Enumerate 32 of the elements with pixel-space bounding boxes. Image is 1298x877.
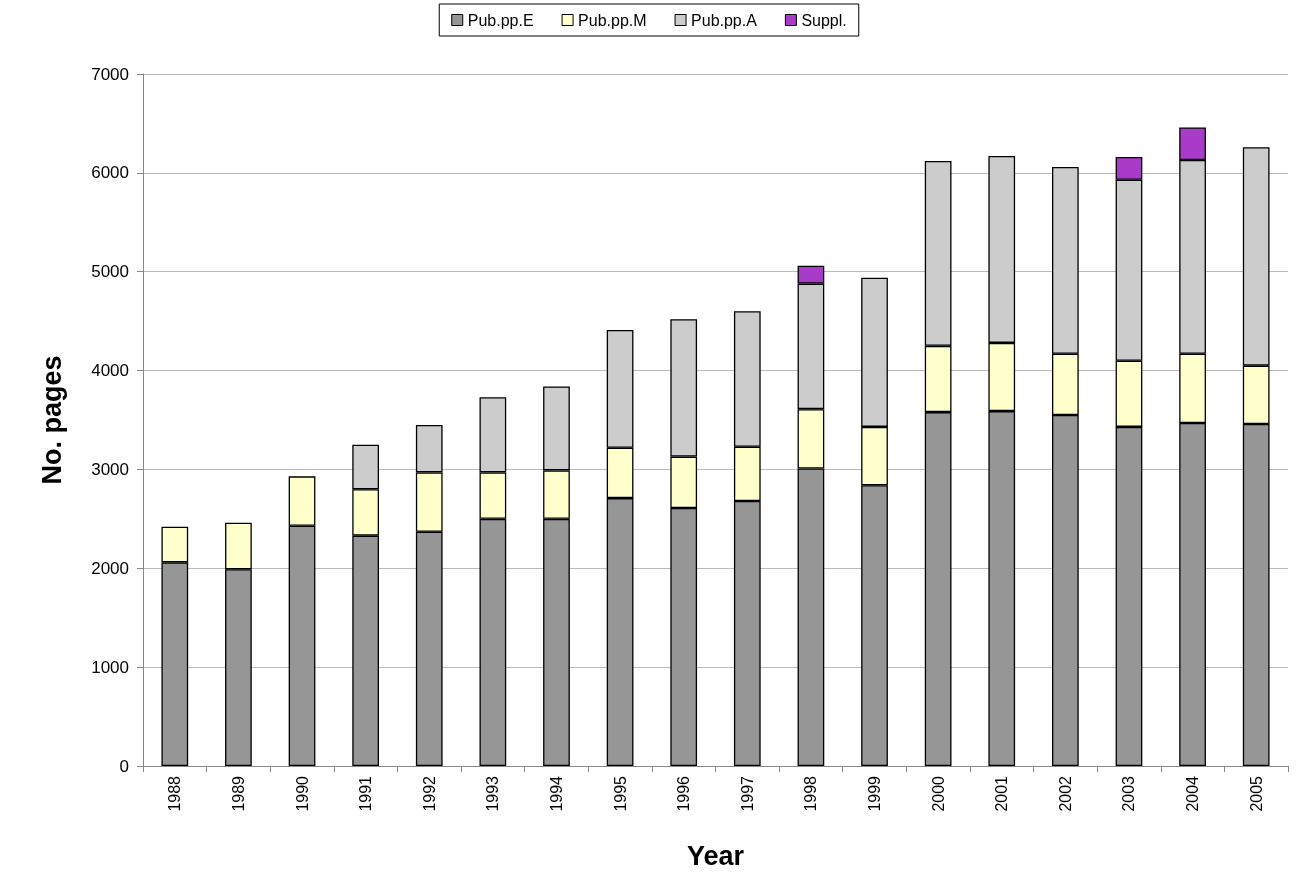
legend-label: Pub.pp.M [578,11,647,29]
y-tick-label: 3000 [91,459,129,479]
x-tick-label: 1988 [166,775,184,812]
x-tick-label: 2000 [929,775,947,812]
y-tick-label: 4000 [91,361,129,381]
x-tick-label: 1999 [866,775,884,812]
x-tick-label: 2005 [1247,775,1265,812]
y-tick-label: 6000 [91,163,129,183]
x-tick-label: 2004 [1184,775,1202,812]
x-tick-label: 1989 [229,775,247,812]
x-tick-label: 2002 [1056,775,1074,812]
x-tick-label: 1998 [802,775,820,812]
y-tick-label: 1000 [91,657,129,677]
x-tick-label: 2003 [1120,775,1138,812]
x-tick-label: 1992 [420,775,438,812]
y-tick-label: 7000 [91,64,129,84]
x-tick-label: 1991 [357,775,375,812]
y-tick-label: 2000 [91,558,129,578]
legend-label: Pub.pp.E [467,11,534,29]
x-tick-label: 2001 [993,775,1011,812]
y-axis-title: No. pages [36,355,67,485]
y-tick-label: 0 [119,756,129,776]
legend-label: Suppl. [801,11,847,29]
x-tick-label: 1994 [547,775,565,812]
x-tick-label: 1990 [293,775,311,812]
x-axis-title: Year [686,840,745,871]
x-tick-label: 1996 [675,775,693,812]
x-tick-label: 1997 [738,775,756,812]
legend-label: Pub.pp.A [691,11,758,29]
y-tick-label: 5000 [91,262,129,282]
x-tick-label: 1993 [484,775,502,812]
x-tick-label: 1995 [611,775,629,812]
